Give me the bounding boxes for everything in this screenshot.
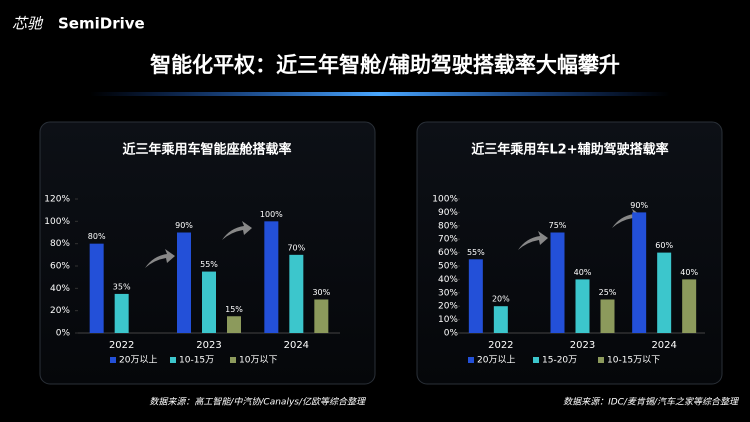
- y-tick-label: 20%: [50, 306, 70, 316]
- bar: [202, 271, 216, 333]
- y-tick-label: 20%: [438, 302, 458, 312]
- bar: [264, 221, 279, 333]
- value-label: 100%: [260, 210, 283, 219]
- value-label: 90%: [175, 221, 193, 230]
- legend-swatch: [468, 357, 474, 363]
- legend-label: 10万以下: [239, 356, 277, 366]
- legend-swatch: [170, 357, 176, 363]
- bar: [177, 232, 191, 333]
- legend-swatch: [230, 357, 236, 363]
- source-note: 数据来源：IDC/麦肯锡/汽车之家等综合整理: [563, 397, 740, 408]
- x-tick-label: 2023: [570, 340, 595, 351]
- legend-swatch: [533, 357, 539, 363]
- y-tick-label: 90%: [438, 208, 458, 218]
- y-tick-label: 10%: [438, 315, 458, 325]
- y-tick-label: 60%: [50, 262, 70, 272]
- bar: [314, 299, 329, 333]
- y-tick-label: 120%: [44, 195, 70, 205]
- y-tick-label: 60%: [438, 248, 458, 258]
- bar: [682, 279, 697, 333]
- slide-title: 智能化平权：近三年智舱/辅助驾驶搭载率大幅攀升: [150, 53, 620, 77]
- bar: [114, 293, 129, 333]
- legend-label: 10-15万以下: [607, 356, 660, 366]
- value-label: 55%: [467, 248, 485, 257]
- value-label: 15%: [225, 305, 243, 314]
- y-tick-label: 80%: [50, 239, 70, 249]
- source-note: 数据来源：高工智能/中汽协/Canalys/亿欧等综合整理: [149, 397, 367, 408]
- value-label: 55%: [200, 260, 218, 269]
- bar: [657, 252, 672, 333]
- bar: [89, 243, 104, 333]
- y-tick-label: 70%: [438, 235, 458, 245]
- y-tick-label: 0%: [56, 329, 71, 339]
- bar: [493, 306, 508, 333]
- value-label: 40%: [680, 268, 698, 277]
- logo-en: SemiDrive: [58, 15, 145, 33]
- x-tick-label: 2022: [488, 340, 513, 351]
- x-tick-label: 2023: [196, 340, 221, 351]
- value-label: 25%: [599, 288, 617, 297]
- legend-label: 20万以上: [477, 355, 515, 366]
- logo-cn: 芯驰: [12, 15, 44, 33]
- title-underline: [90, 92, 670, 96]
- legend-swatch: [598, 357, 604, 363]
- y-tick-label: 40%: [50, 284, 70, 294]
- y-tick-label: 80%: [438, 221, 458, 231]
- legend-label: 10-15万: [179, 356, 214, 366]
- bar: [468, 259, 483, 333]
- bar: [632, 212, 647, 333]
- bar: [575, 279, 590, 333]
- chart-title: 近三年乘用车智能座舱搭载率: [122, 142, 291, 158]
- value-label: 20%: [492, 295, 510, 304]
- value-label: 70%: [287, 243, 305, 252]
- value-label: 30%: [312, 288, 330, 297]
- y-tick-label: 30%: [438, 288, 458, 298]
- value-label: 35%: [113, 282, 131, 291]
- value-label: 40%: [574, 268, 592, 277]
- legend-label: 15-20万: [542, 356, 577, 366]
- y-tick-label: 50%: [438, 262, 458, 272]
- x-tick-label: 2022: [109, 340, 134, 351]
- legend-swatch: [110, 357, 116, 363]
- value-label: 80%: [88, 232, 106, 241]
- value-label: 90%: [630, 201, 648, 210]
- bar: [227, 316, 241, 333]
- y-tick-label: 0%: [444, 329, 459, 339]
- chart-title: 近三年乘用车L2+辅助驾驶搭载率: [471, 142, 668, 158]
- bar: [550, 232, 565, 333]
- y-tick-label: 100%: [44, 217, 70, 227]
- legend-label: 20万以上: [119, 355, 157, 366]
- bar: [289, 254, 304, 333]
- x-tick-label: 2024: [284, 340, 309, 351]
- value-label: 75%: [549, 221, 567, 230]
- bar: [600, 299, 615, 333]
- value-label: 60%: [655, 241, 673, 250]
- x-tick-label: 2024: [651, 340, 676, 351]
- y-tick-label: 40%: [438, 275, 458, 285]
- y-tick-label: 100%: [432, 195, 458, 205]
